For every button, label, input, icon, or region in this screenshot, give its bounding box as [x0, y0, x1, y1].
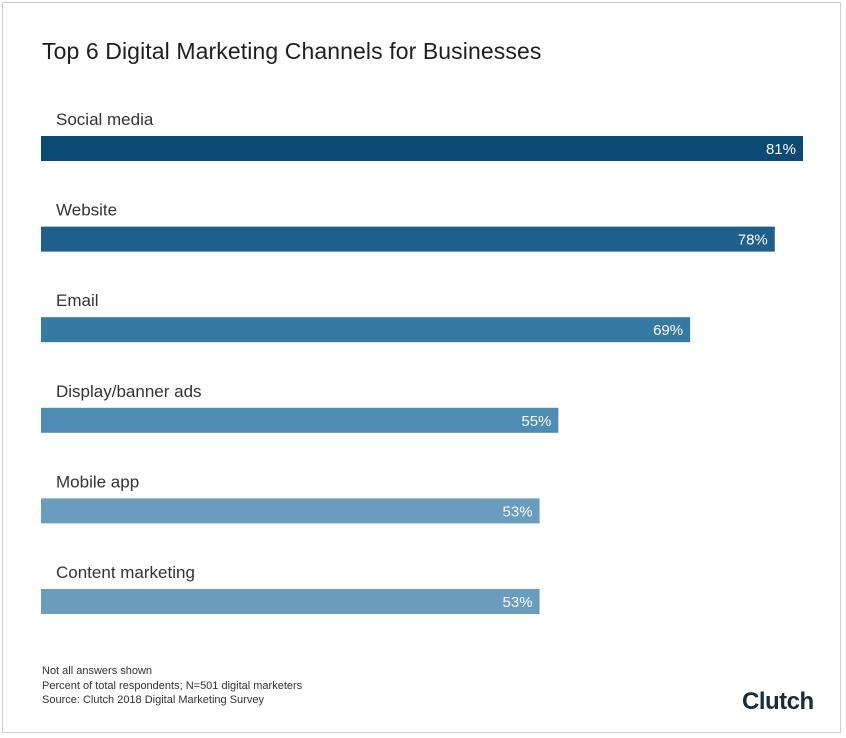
clutch-logo: Clutch — [742, 688, 814, 715]
value-label: 53% — [503, 503, 533, 520]
category-label: Content marketing — [56, 563, 195, 582]
category-label: Social media — [56, 110, 154, 129]
bar — [41, 317, 691, 343]
value-label: 69% — [653, 322, 683, 339]
category-label: Display/banner ads — [56, 382, 202, 401]
value-label: 78% — [738, 232, 768, 249]
bar — [41, 589, 540, 614]
category-label: Mobile app — [56, 472, 139, 491]
category-label: Email — [56, 291, 99, 310]
chart-title: Top 6 Digital Marketing Channels for Bus… — [42, 38, 542, 64]
value-label: 81% — [766, 141, 796, 158]
note-not-all-answers: Not all answers shown — [42, 665, 153, 677]
chart-notes: Not all answers shown Percent of total r… — [42, 664, 302, 708]
category-label: Website — [56, 201, 117, 220]
bar — [41, 136, 803, 161]
bar — [41, 226, 775, 252]
value-label: 53% — [503, 594, 533, 611]
bar — [41, 498, 540, 524]
note-respondents: Percent of total respondents; N=501 digi… — [42, 679, 303, 692]
bar — [41, 407, 559, 433]
note-source: Source: Clutch 2018 Digital Marketing Su… — [42, 694, 264, 706]
value-label: 55% — [521, 413, 551, 430]
